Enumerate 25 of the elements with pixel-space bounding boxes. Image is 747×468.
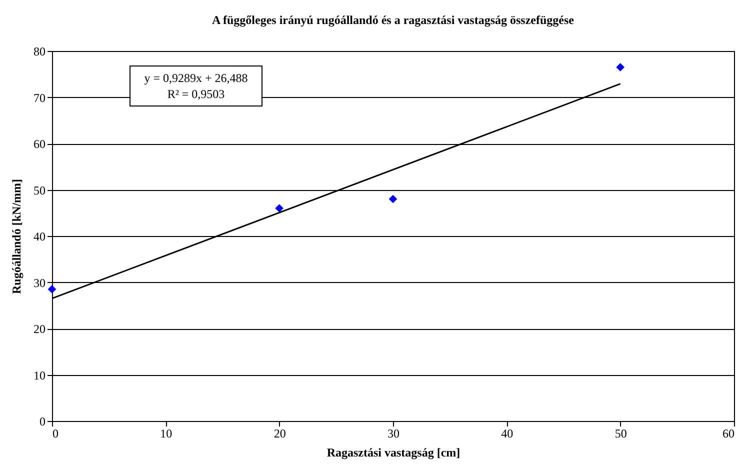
x-tick-label: 20 — [274, 426, 286, 440]
x-tick-label: 0 — [52, 426, 58, 440]
y-tick-label: 40 — [34, 230, 46, 244]
x-tick-label: 50 — [614, 426, 627, 440]
annotation: R² = 0,9503 — [167, 87, 225, 101]
y-tick-label: 70 — [34, 90, 46, 105]
x-tick-label: 10 — [160, 426, 172, 440]
x-tick-label: 30 — [388, 426, 400, 440]
x-axis-title: Ragasztási vastagság [cm] — [326, 446, 460, 460]
y-tick-label: 10 — [34, 368, 46, 382]
y-tick-label: 20 — [34, 322, 46, 336]
y-tick-label: 0 — [40, 414, 46, 428]
y-axis-title: Rugóállandó [kN/mm] — [10, 178, 24, 294]
annotation: y = 0,9289x + 26,488 — [144, 71, 248, 85]
chart-title: A függőleges irányú rugóállandó és a ragasztási vastagság összefüggése — [212, 13, 575, 27]
y-tick-label: 30 — [34, 276, 46, 290]
y-tick-label: 60 — [34, 137, 46, 151]
point — [388, 194, 398, 204]
y-tick-label: 50 — [34, 183, 46, 198]
x-tick-label: 60 — [722, 426, 734, 440]
point — [616, 63, 625, 72]
y-tick-label: 80 — [34, 44, 46, 58]
x-tick-label: 40 — [501, 426, 514, 440]
point — [48, 285, 56, 294]
point — [275, 204, 284, 212]
